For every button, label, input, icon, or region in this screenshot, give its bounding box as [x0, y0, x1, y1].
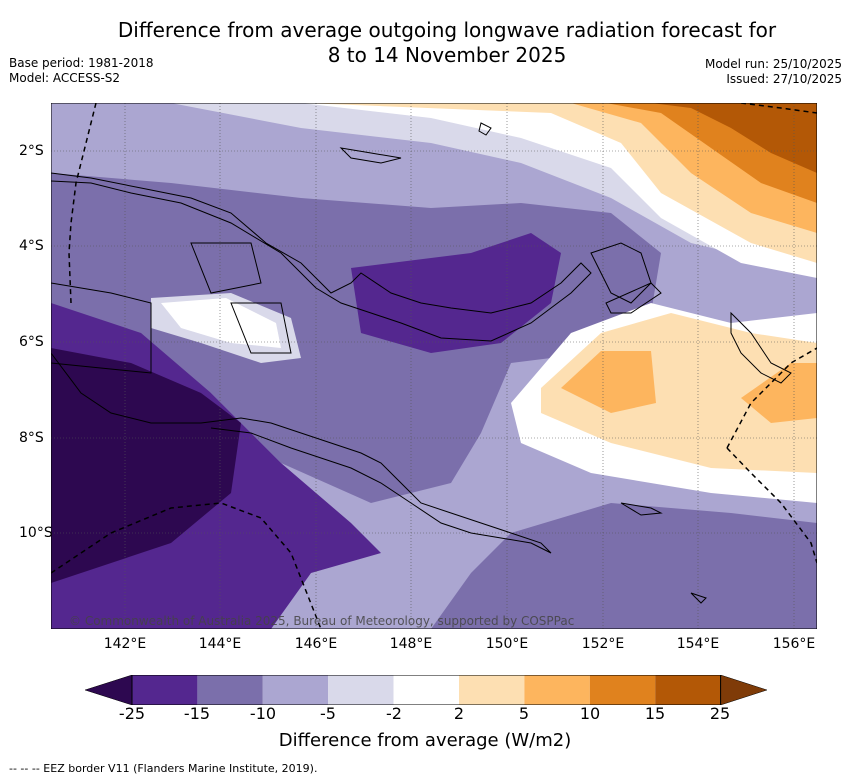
x-tick-142e: 142°E — [103, 636, 147, 652]
colorbar-label-minus10: -10 — [249, 704, 277, 723]
title-line-2: 8 to 14 November 2025 — [327, 43, 567, 67]
field-minus25-southwest — [51, 348, 241, 583]
colorbar-swatch-9 — [655, 675, 721, 705]
field-minus10-southeast — [431, 503, 817, 629]
field-plus5-east — [561, 351, 656, 413]
y-tick-2s: 2°S — [19, 143, 44, 159]
y-tick-4s: 4°S — [19, 238, 44, 254]
graticule — [51, 103, 817, 629]
metadata-right: Model run: 25/10/2025 Issued: 27/10/2025 — [705, 57, 842, 87]
x-tick-152e: 152°E — [581, 636, 625, 652]
issued-date: Issued: 27/10/2025 — [726, 72, 842, 86]
x-tick-156e: 156°E — [772, 636, 816, 652]
coastline — [51, 122, 792, 604]
colorbar-swatch-7 — [524, 675, 590, 705]
colorbar-title: Difference from average (W/m2) — [278, 730, 572, 751]
colorbar-swatch-1 — [132, 675, 198, 705]
y-tick-8s: 8°S — [19, 430, 44, 446]
x-tick-148e: 148°E — [389, 636, 433, 652]
model-name: Model: ACCESS-S2 — [9, 71, 121, 85]
title-line-1: Difference from average outgoing longwav… — [117, 18, 777, 42]
field-plus15-north — [651, 103, 817, 173]
y-tick-10s: 10°S — [19, 525, 53, 541]
colorbar-label-2: 2 — [453, 704, 465, 723]
colorbar-label-25: 25 — [709, 704, 731, 723]
colorbar-label-minus5: -5 — [320, 704, 336, 723]
x-tick-154e: 154°E — [676, 636, 720, 652]
map-title: Difference from average outgoing longwav… — [0, 18, 850, 68]
metadata-left: Base period: 1981-2018 Model: ACCESS-S2 — [9, 56, 154, 86]
colorbar-swatch-0 — [85, 675, 133, 705]
colorbar-swatch-3 — [262, 675, 329, 705]
colorbar-swatch-6 — [459, 675, 525, 705]
x-tick-146e: 146°E — [294, 636, 338, 652]
colorbar-swatch-4 — [328, 675, 394, 705]
colorbar-label-minus25: -25 — [118, 704, 146, 723]
olr-anomaly-map — [51, 103, 817, 629]
colorbar-swatch-10 — [720, 675, 767, 705]
x-tick-144e: 144°E — [198, 636, 242, 652]
colorbar-label-10: 10 — [579, 704, 601, 723]
colorbar-label-minus2: -2 — [386, 704, 402, 723]
base-period: Base period: 1981-2018 — [9, 56, 154, 70]
y-tick-6s: 6°S — [19, 334, 44, 350]
colorbar-label-15: 15 — [644, 704, 666, 723]
field-plus5-southeast — [741, 363, 817, 423]
colorbar — [85, 675, 767, 705]
eez-border — [51, 103, 817, 629]
colorbar-label-minus15: -15 — [183, 704, 211, 723]
colorbar-swatch-8 — [589, 675, 656, 705]
colorbar-label-5: 5 — [518, 704, 530, 723]
x-tick-150e: 150°E — [485, 636, 529, 652]
field-neutral-highlands-core — [161, 298, 281, 348]
field-minus15-central — [351, 233, 561, 353]
model-run: Model run: 25/10/2025 — [704, 57, 842, 71]
copyright-text: © Commonwealth of Australia 2025, Bureau… — [69, 614, 575, 628]
eez-legend-note: -- -- -- EEZ border V11 (Flanders Marine… — [9, 762, 318, 775]
colorbar-swatch-2 — [197, 675, 263, 705]
colorbar-swatch-5 — [393, 675, 459, 705]
